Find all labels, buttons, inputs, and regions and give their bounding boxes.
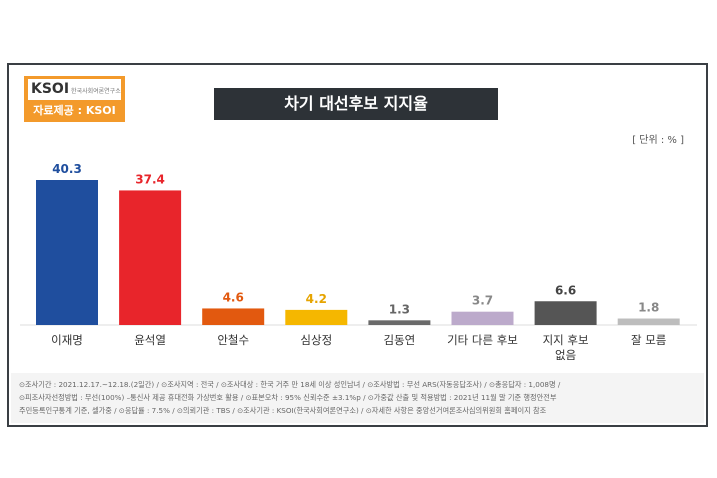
logo-brand: KSOI	[31, 81, 70, 97]
category-label: 윤석열	[134, 333, 166, 347]
footnote-line: ⊙피조사자선정방법 : 무선(100%) –통신사 제공 휴대전화 가상번호 활…	[19, 393, 557, 402]
data-label: 4.6	[223, 290, 244, 304]
bar	[368, 320, 431, 325]
data-label: 1.3	[389, 302, 410, 316]
bar	[534, 301, 597, 325]
bar	[451, 311, 514, 325]
chart-title: 차기 대선후보 지지율	[214, 88, 498, 120]
footnote-line: ⊙조사기간 : 2021.12.17.~12.18.(2일간) / ⊙조사지역 …	[19, 380, 561, 389]
bar	[119, 190, 182, 325]
category-label: 지지 후보	[543, 333, 589, 347]
data-label: 4.2	[306, 292, 327, 306]
category-label: 안철수	[217, 333, 249, 347]
logo-subtitle: 한국사회여론연구소	[71, 88, 121, 95]
bar	[617, 318, 680, 325]
data-label: 6.6	[555, 283, 576, 297]
data-label: 40.3	[52, 162, 82, 176]
data-source-label: 자료제공 : KSOI	[33, 104, 116, 117]
unit-label: [ 단위 : % ]	[632, 135, 684, 146]
bar	[202, 308, 265, 325]
category-label: 김동연	[384, 333, 416, 347]
footnote-line: 주민등록인구통계 기준, 셀가중 / ⊙응답률 : 7.5% / ⊙의뢰기관 :…	[19, 406, 547, 415]
category-label: 기타 다른 후보	[447, 333, 518, 347]
data-label: 1.8	[638, 301, 659, 315]
ksoi-logo: KSOI 한국사회여론연구소 자료제공 : KSOI	[24, 76, 125, 122]
category-label: 없음	[555, 348, 576, 362]
bar	[285, 309, 348, 325]
data-label: 37.4	[135, 172, 165, 186]
bar	[36, 180, 98, 325]
category-label: 잘 모름	[631, 333, 666, 347]
survey-footnote: ⊙조사기간 : 2021.12.17.~12.18.(2일간) / ⊙조사지역 …	[11, 373, 704, 423]
data-label: 3.7	[472, 294, 493, 308]
category-label: 심상정	[300, 333, 332, 347]
category-label: 이재명	[51, 333, 83, 347]
